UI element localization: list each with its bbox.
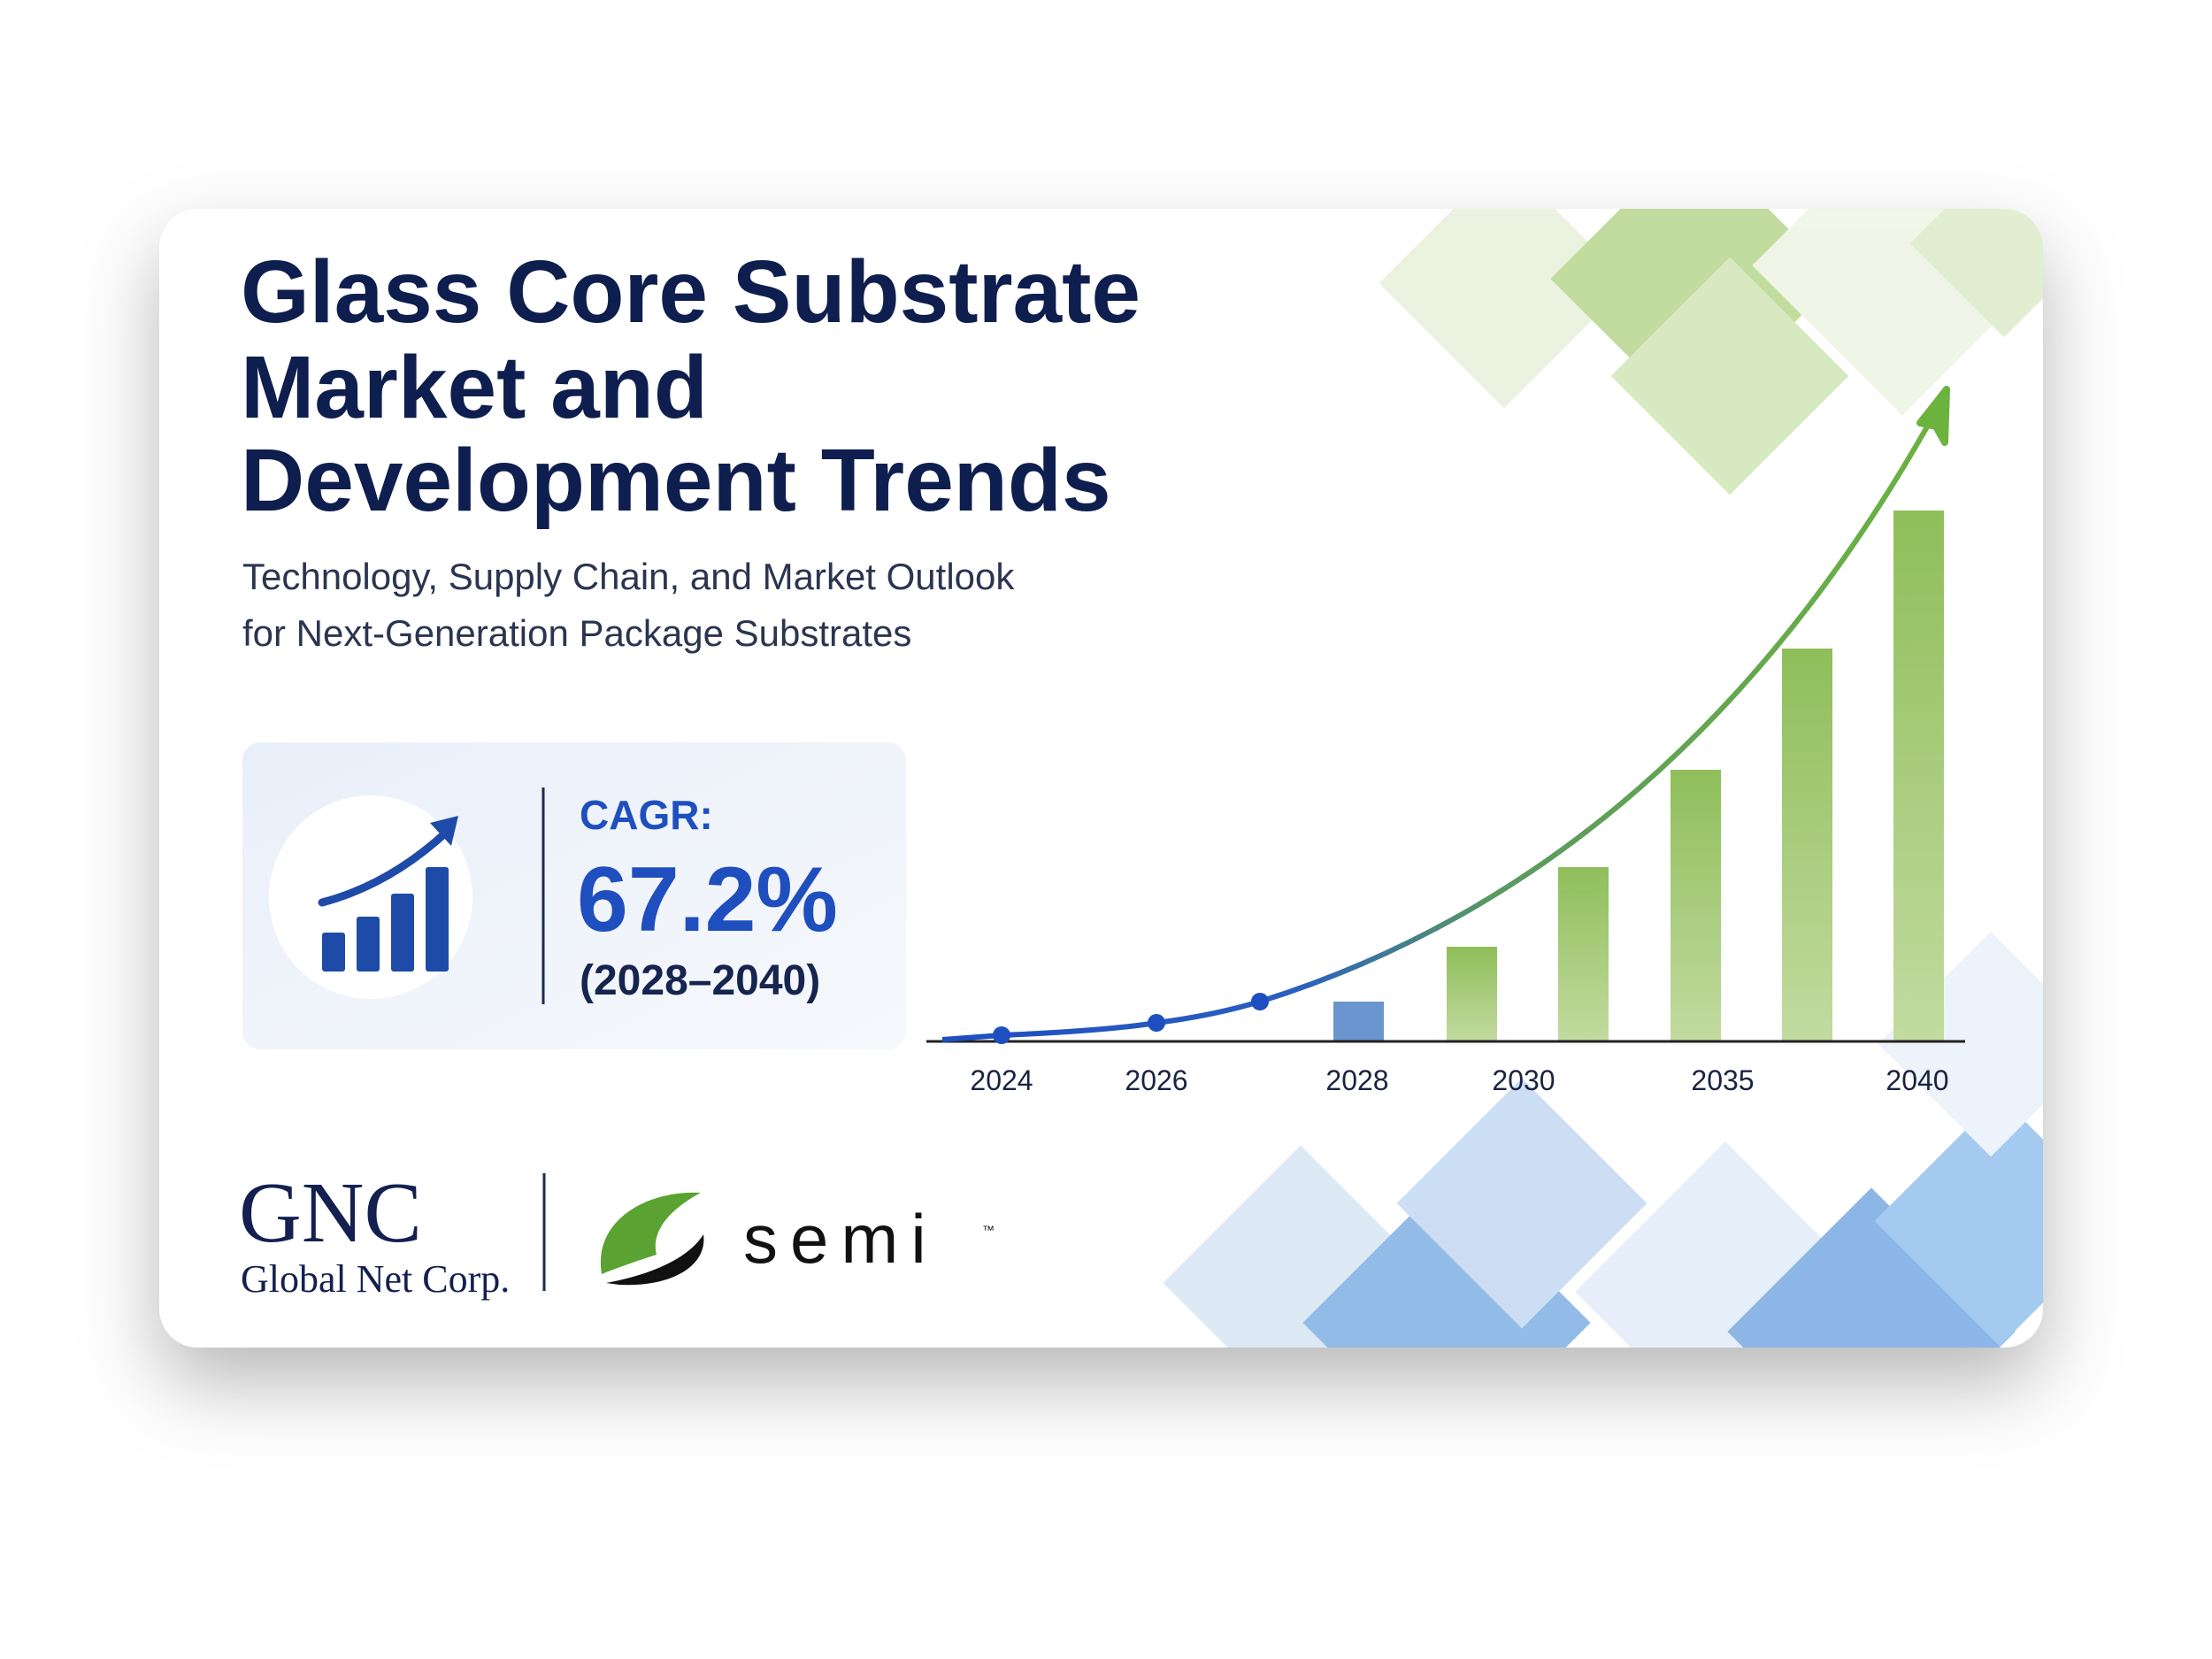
- cagr-box: CAGR: 67.2% (2028–2040): [242, 742, 906, 1049]
- subtitle: Technology, Supply Chain, and Market Out…: [242, 556, 1015, 654]
- cagr-period: (2028–2040): [580, 957, 820, 1004]
- bar: [1333, 1002, 1384, 1041]
- title-line: Development Trends: [241, 431, 1111, 530]
- gnc-name: Global Net Corp.: [241, 1257, 510, 1301]
- trademark: ™: [982, 1223, 995, 1237]
- point: [1148, 1014, 1165, 1032]
- bar: [1558, 867, 1609, 1041]
- x-label: 2035: [1691, 1064, 1754, 1096]
- subtitle-line: for Next-Generation Package Substrates: [242, 612, 911, 654]
- trend-chart: 2024 2026 2028 2030 2035 2040: [926, 386, 1965, 1096]
- x-label: 2026: [1125, 1064, 1187, 1096]
- cagr-value: 67.2%: [577, 849, 838, 951]
- x-label: 2024: [970, 1064, 1033, 1096]
- point: [1251, 993, 1269, 1010]
- logos: GNC Global Net Corp. semi ™: [239, 1165, 995, 1301]
- semi-logo: semi: [743, 1200, 939, 1278]
- gnc-logo: GNC: [239, 1165, 422, 1261]
- x-label: 2028: [1325, 1064, 1388, 1096]
- semi-swoosh: [600, 1192, 704, 1286]
- title-line: Market and: [241, 338, 708, 437]
- title-line: Glass Core Substrate: [241, 242, 1141, 342]
- trend-curve: [941, 414, 1936, 1042]
- title: Glass Core Substrate Market and Developm…: [241, 242, 1141, 530]
- card: [159, 209, 2043, 1348]
- x-label: 2030: [1492, 1064, 1555, 1096]
- x-label: 2040: [1886, 1064, 1948, 1096]
- bar: [1671, 770, 1721, 1041]
- bar: [1893, 511, 1944, 1041]
- growth-icon: [318, 816, 458, 972]
- point: [993, 1026, 1010, 1044]
- subtitle-line: Technology, Supply Chain, and Market Out…: [242, 556, 1015, 597]
- cagr-label: CAGR:: [580, 792, 713, 838]
- decoration: [1163, 209, 2043, 1348]
- arrow-head: [1916, 386, 1950, 446]
- bar: [1782, 649, 1832, 1041]
- bar: [1447, 947, 1497, 1041]
